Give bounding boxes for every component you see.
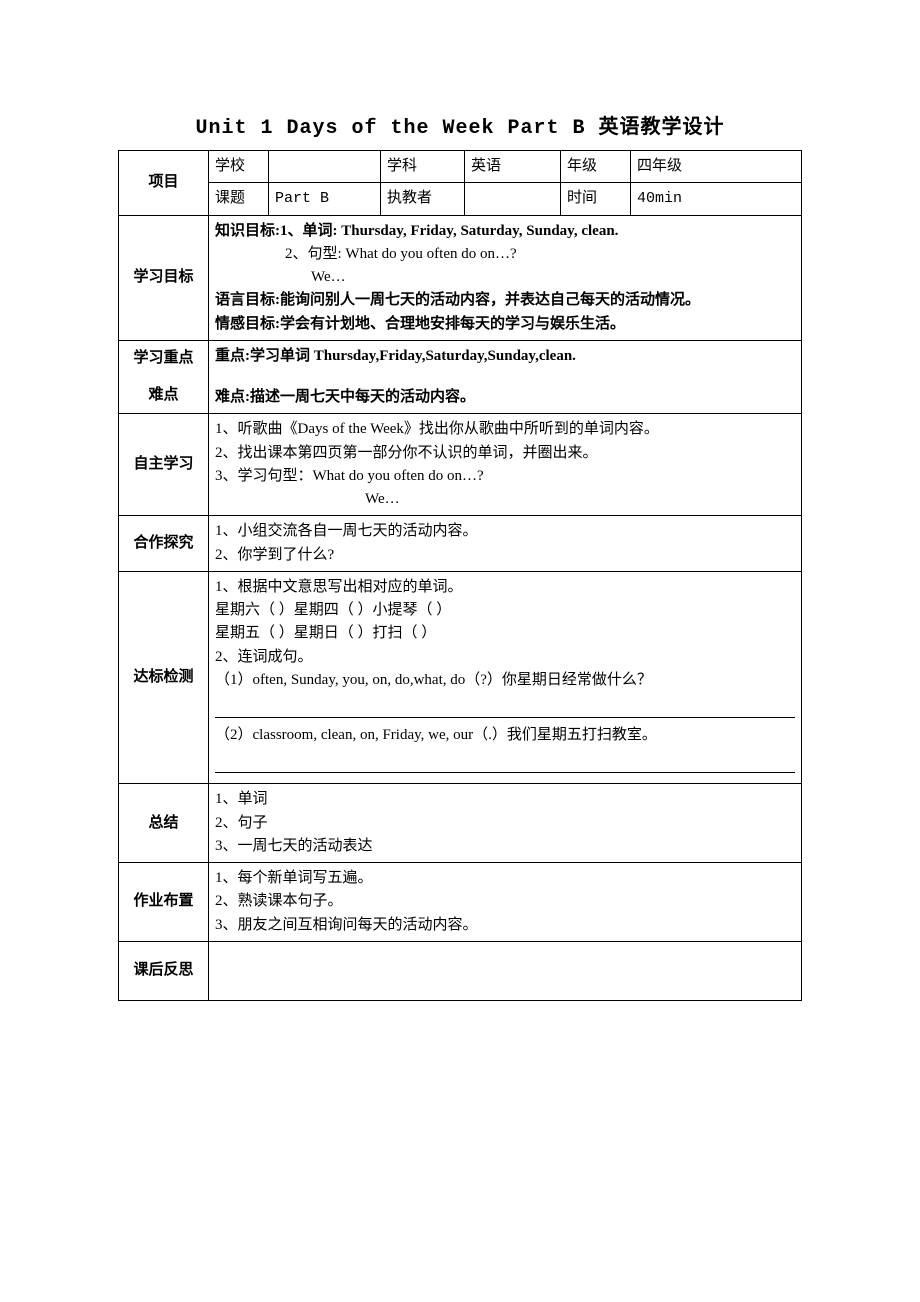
grade-value: 四年级 bbox=[631, 151, 802, 183]
text: 1、每个新单词写五遍。 bbox=[215, 867, 795, 890]
goals-content: 知识目标:1、单词: Thursday, Friday, Saturday, S… bbox=[209, 215, 802, 340]
school-label: 学校 bbox=[209, 151, 269, 183]
school-value bbox=[269, 151, 381, 183]
coop-content: 1、小组交流各自一周七天的活动内容。 2、你学到了什么? bbox=[209, 516, 802, 572]
coop-label: 合作探究 bbox=[119, 516, 209, 572]
reflect-content bbox=[209, 941, 802, 1000]
topic-value: Part B bbox=[269, 183, 381, 215]
summary-label: 总结 bbox=[119, 784, 209, 863]
text: 重点:学习单词 Thursday,Friday,Saturday,Sunday,… bbox=[215, 348, 576, 364]
subject-label: 学科 bbox=[381, 151, 465, 183]
homework-content: 1、每个新单词写五遍。 2、熟读课本句子。 3、朋友之间互相询问每天的活动内容。 bbox=[209, 863, 802, 942]
test-row: 达标检测 1、根据中文意思写出相对应的单词。 星期六（ ）星期四（ ）小提琴（ … bbox=[119, 571, 802, 784]
text: 2、连词成句。 bbox=[215, 646, 795, 669]
goals-label: 学习目标 bbox=[119, 215, 209, 340]
text: 2、你学到了什么? bbox=[215, 544, 795, 567]
text: 难点:描述一周七天中每天的活动内容。 bbox=[215, 389, 475, 405]
text: 语言目标:能询问别人一周七天的活动内容，并表达自己每天的活动情况。 bbox=[215, 292, 700, 308]
doc-title: Unit 1 Days of the Week Part B 英语教学设计 bbox=[118, 110, 802, 140]
project-label: 项目 bbox=[119, 151, 209, 216]
summary-row: 总结 1、单词 2、句子 3、一周七天的活动表达 bbox=[119, 784, 802, 863]
summary-content: 1、单词 2、句子 3、一周七天的活动表达 bbox=[209, 784, 802, 863]
header-row-1: 项目 学校 学科 英语 年级 四年级 bbox=[119, 151, 802, 183]
text: 学习重点 bbox=[125, 347, 202, 370]
text: 情感目标:学会有计划地、合理地安排每天的学习与娱乐生活。 bbox=[215, 316, 625, 332]
text: 2、句子 bbox=[215, 812, 795, 835]
selfstudy-row: 自主学习 1、听歌曲《Days of the Week》找出你从歌曲中所听到的单… bbox=[119, 414, 802, 516]
text: 2、熟读课本句子。 bbox=[215, 890, 795, 913]
keypoints-row: 学习重点 难点 重点:学习单词 Thursday,Friday,Saturday… bbox=[119, 340, 802, 414]
reflect-row: 课后反思 bbox=[119, 941, 802, 1000]
teacher-value bbox=[465, 183, 561, 215]
text: 3、学习句型：What do you often do on…? bbox=[215, 465, 795, 488]
text: 1、小组交流各自一周七天的活动内容。 bbox=[215, 520, 795, 543]
text: 2、句型: What do you often do on…? bbox=[285, 246, 517, 262]
reflect-label: 课后反思 bbox=[119, 941, 209, 1000]
text: （2）classroom, clean, on, Friday, we, our… bbox=[215, 724, 795, 747]
test-content: 1、根据中文意思写出相对应的单词。 星期六（ ）星期四（ ）小提琴（ ） 星期五… bbox=[209, 571, 802, 784]
text: 3、一周七天的活动表达 bbox=[215, 835, 795, 858]
selfstudy-label: 自主学习 bbox=[119, 414, 209, 516]
text: 星期六（ ）星期四（ ）小提琴（ ） bbox=[215, 599, 795, 622]
text: 2、找出课本第四页第一部分你不认识的单词，并圈出来。 bbox=[215, 442, 795, 465]
text: 3、朋友之间互相询问每天的活动内容。 bbox=[215, 914, 795, 937]
keypoints-content: 重点:学习单词 Thursday,Friday,Saturday,Sunday,… bbox=[209, 340, 802, 414]
text: We… bbox=[215, 488, 795, 511]
goals-row: 学习目标 知识目标:1、单词: Thursday, Friday, Saturd… bbox=[119, 215, 802, 340]
subject-value: 英语 bbox=[465, 151, 561, 183]
time-value: 40min bbox=[631, 183, 802, 215]
lesson-plan-table: 项目 学校 学科 英语 年级 四年级 课题 Part B 执教者 时间 40mi… bbox=[118, 150, 802, 1001]
text: 难点 bbox=[125, 384, 202, 407]
teacher-label: 执教者 bbox=[381, 183, 465, 215]
page: Unit 1 Days of the Week Part B 英语教学设计 项目… bbox=[0, 0, 920, 1302]
text: （1）often, Sunday, you, on, do,what, do（?… bbox=[215, 669, 795, 692]
topic-label: 课题 bbox=[209, 183, 269, 215]
answer-line bbox=[215, 696, 795, 718]
header-row-2: 课题 Part B 执教者 时间 40min bbox=[119, 183, 802, 215]
text: 1、听歌曲《Days of the Week》找出你从歌曲中所听到的单词内容。 bbox=[215, 418, 795, 441]
text: 知识目标:1、单词: Thursday, Friday, Saturday, S… bbox=[215, 223, 618, 239]
text: We… bbox=[311, 269, 346, 285]
answer-line bbox=[215, 751, 795, 773]
text: 星期五（ ）星期日（ ）打扫（ ） bbox=[215, 622, 795, 645]
keypoints-label: 学习重点 难点 bbox=[119, 340, 209, 414]
grade-label: 年级 bbox=[561, 151, 631, 183]
coop-row: 合作探究 1、小组交流各自一周七天的活动内容。 2、你学到了什么? bbox=[119, 516, 802, 572]
homework-row: 作业布置 1、每个新单词写五遍。 2、熟读课本句子。 3、朋友之间互相询问每天的… bbox=[119, 863, 802, 942]
text: 1、单词 bbox=[215, 788, 795, 811]
homework-label: 作业布置 bbox=[119, 863, 209, 942]
selfstudy-content: 1、听歌曲《Days of the Week》找出你从歌曲中所听到的单词内容。 … bbox=[209, 414, 802, 516]
text: 1、根据中文意思写出相对应的单词。 bbox=[215, 576, 795, 599]
test-label: 达标检测 bbox=[119, 571, 209, 784]
time-label: 时间 bbox=[561, 183, 631, 215]
